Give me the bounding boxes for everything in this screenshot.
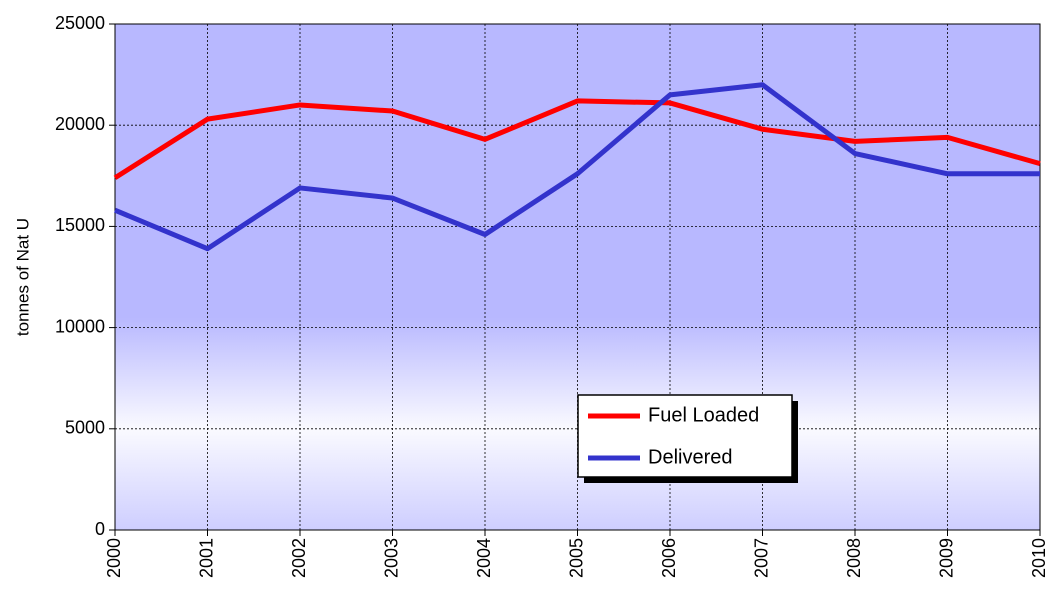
x-tick-label: 2006 bbox=[659, 538, 679, 578]
y-tick-label: 20000 bbox=[55, 114, 105, 134]
y-axis-label: tonnes of Nat U bbox=[13, 218, 32, 336]
y-tick-label: 0 bbox=[95, 519, 105, 539]
legend: Fuel Loaded Delivered bbox=[577, 394, 798, 483]
x-tick-label: 2010 bbox=[1029, 538, 1049, 578]
x-tick-label: 2003 bbox=[381, 538, 401, 578]
x-tick-label: 2001 bbox=[196, 538, 216, 578]
data-line bbox=[113, 98, 1041, 180]
y-tick-label: 10000 bbox=[55, 316, 105, 336]
x-tick-label: 2004 bbox=[474, 538, 494, 578]
y-tick-label: 15000 bbox=[55, 215, 105, 235]
x-tick-label: 2005 bbox=[566, 538, 586, 578]
x-tick-label: 2000 bbox=[104, 538, 124, 578]
legend-box bbox=[577, 394, 793, 478]
legend-label: Fuel Loaded bbox=[648, 404, 759, 426]
x-tick-label: 2009 bbox=[936, 538, 956, 578]
y-tick-label: 25000 bbox=[55, 13, 105, 33]
y-tick-label: 5000 bbox=[65, 418, 105, 438]
x-tick-label: 2008 bbox=[844, 538, 864, 578]
x-tick-label: 2007 bbox=[751, 538, 771, 578]
plot-border bbox=[114, 23, 1041, 531]
legend-label: Delivered bbox=[648, 446, 732, 468]
data-line bbox=[114, 82, 1040, 252]
x-tick-label: 2002 bbox=[289, 538, 309, 578]
